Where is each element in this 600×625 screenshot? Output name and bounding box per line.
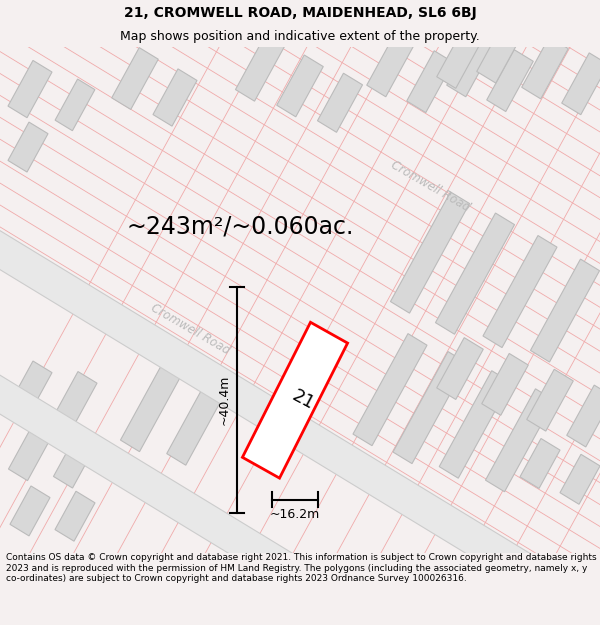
Polygon shape — [522, 37, 568, 99]
Polygon shape — [53, 371, 97, 429]
Polygon shape — [8, 361, 52, 418]
Polygon shape — [53, 432, 97, 488]
Text: ~40.4m: ~40.4m — [218, 375, 231, 426]
Text: Map shows position and indicative extent of the property.: Map shows position and indicative extent… — [120, 30, 480, 43]
Polygon shape — [482, 354, 528, 415]
Polygon shape — [393, 351, 467, 464]
Polygon shape — [485, 389, 554, 492]
Polygon shape — [8, 61, 52, 118]
Polygon shape — [437, 338, 483, 399]
Polygon shape — [242, 322, 347, 478]
Polygon shape — [235, 35, 284, 101]
Text: 21: 21 — [289, 387, 317, 414]
Polygon shape — [353, 334, 427, 446]
Polygon shape — [407, 51, 453, 112]
Polygon shape — [527, 369, 573, 431]
Text: 21, CROMWELL ROAD, MAIDENHEAD, SL6 6BJ: 21, CROMWELL ROAD, MAIDENHEAD, SL6 6BJ — [124, 6, 476, 20]
Polygon shape — [153, 69, 197, 126]
Text: ~16.2m: ~16.2m — [270, 508, 320, 521]
Polygon shape — [0, 174, 600, 625]
Polygon shape — [436, 213, 515, 334]
Polygon shape — [55, 79, 95, 131]
Polygon shape — [391, 192, 470, 313]
Polygon shape — [277, 55, 323, 117]
Polygon shape — [447, 35, 493, 97]
Polygon shape — [483, 236, 557, 348]
Text: Cromwell Road: Cromwell Road — [388, 158, 472, 214]
Polygon shape — [562, 53, 600, 115]
Polygon shape — [167, 367, 233, 465]
Text: Contains OS data © Crown copyright and database right 2021. This information is : Contains OS data © Crown copyright and d… — [6, 553, 596, 583]
Polygon shape — [112, 48, 158, 109]
Polygon shape — [8, 425, 52, 481]
Text: ~243m²/~0.060ac.: ~243m²/~0.060ac. — [127, 214, 353, 238]
Polygon shape — [10, 486, 50, 536]
Polygon shape — [437, 26, 483, 88]
Polygon shape — [367, 35, 413, 97]
Polygon shape — [477, 21, 523, 83]
Polygon shape — [317, 73, 362, 132]
Polygon shape — [55, 491, 95, 541]
Polygon shape — [520, 439, 560, 489]
Polygon shape — [8, 122, 48, 172]
Polygon shape — [121, 349, 190, 452]
Polygon shape — [567, 385, 600, 447]
Polygon shape — [560, 454, 600, 504]
Polygon shape — [439, 371, 511, 478]
Polygon shape — [530, 259, 599, 362]
Text: Cromwell Road: Cromwell Road — [148, 302, 232, 358]
Polygon shape — [0, 319, 600, 625]
Polygon shape — [487, 50, 533, 111]
